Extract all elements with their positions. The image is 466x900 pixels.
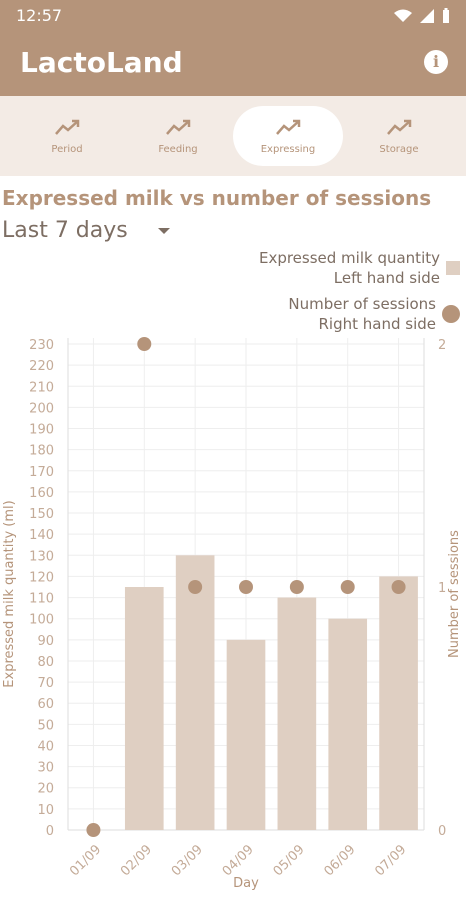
y-tick-label: 40 [37,739,54,754]
legend-sublabel: Right hand side [318,315,437,333]
legend-swatch-dot [442,305,460,323]
y-tick-label: 210 [29,380,54,395]
y-tick-label: 10 [37,803,54,818]
info-icon[interactable]: i [424,50,448,74]
signal-icon [420,9,434,23]
y2-tick-label: 2 [438,338,446,353]
trend-icon [55,119,80,135]
y-tick-label: 70 [37,676,54,691]
y-tick-label: 0 [46,824,54,839]
y-tick-label: 180 [29,444,54,459]
bar [226,639,266,830]
x-tick-label: 03/09 [169,842,206,879]
y-tick-label: 220 [29,359,54,374]
tab-bar: Period Feeding Expressing Storage [0,96,466,176]
trend-icon [387,119,412,135]
bar [277,597,317,830]
battery-icon [443,8,449,23]
bar [379,576,418,830]
chart-plot: 0102030405060708090100110120130140150160… [2,337,462,891]
y-tick-label: 160 [29,486,54,501]
legend-item-milk: Expressed milk quantity Left hand side [259,248,460,288]
y-tick-label: 80 [37,655,54,670]
tab-label: Period [51,144,83,155]
y2-tick-label: 0 [438,824,446,839]
tab-feeding[interactable]: Feeding [123,106,233,166]
session-dot [86,823,101,837]
wifi-icon [394,9,412,22]
x-tick-label: 05/09 [271,842,308,879]
x-tick-label: 01/09 [67,842,104,879]
app-title: LactoLand [20,46,183,79]
status-time: 12:57 [16,6,63,25]
tab-label: Expressing [260,144,316,155]
y-tick-label: 120 [29,570,54,585]
y-tick-label: 90 [37,634,54,649]
legend-item-sessions: Number of sessions Right hand side [259,294,460,334]
legend-sublabel: Left hand side [333,269,440,287]
session-dot [391,580,406,594]
trend-icon [166,119,191,135]
bar [328,618,368,830]
range-value: Last 7 days [2,218,128,243]
session-dot [188,580,203,594]
chart-title: Expressed milk vs number of sessions [2,186,432,210]
y2-axis-label: Number of sessions [447,530,462,658]
trend-icon [276,119,301,135]
x-axis-label: Day [233,876,259,891]
tab-storage[interactable]: Storage [344,106,454,166]
x-tick-label: 06/09 [321,842,358,879]
y-tick-label: 100 [29,613,54,628]
x-tick-label: 04/09 [220,842,257,879]
y-tick-label: 140 [29,528,54,543]
session-dot [289,580,304,594]
y-tick-label: 130 [29,549,54,564]
legend-label: Expressed milk quantity [258,249,440,267]
tab-expressing[interactable]: Expressing [233,106,343,166]
bar [175,555,215,830]
y-tick-label: 20 [37,782,54,797]
y-tick-label: 30 [37,761,54,776]
app-bar: LactoLand i [0,30,466,96]
session-dot [340,580,355,594]
y-tick-label: 200 [29,401,54,416]
status-bar: 12:57 [0,0,466,30]
legend-label: Number of sessions [288,295,436,313]
y-tick-label: 110 [29,592,54,607]
legend-swatch-bar [446,261,460,275]
y-tick-label: 60 [37,697,54,712]
y-tick-label: 50 [37,718,54,733]
y-tick-label: 190 [29,423,54,438]
session-dot [239,580,253,594]
y-tick-label: 170 [29,465,54,480]
session-dot [137,337,152,351]
status-icons [394,8,450,24]
chevron-down-icon [157,227,170,234]
x-tick-label: 02/09 [118,842,155,879]
x-tick-label: 07/09 [372,842,409,879]
y-tick-label: 150 [29,507,54,522]
chart-legend: Expressed milk quantity Left hand side N… [259,248,460,340]
tab-label: Storage [379,144,419,155]
y-tick-label: 230 [29,338,54,353]
tab-period[interactable]: Period [12,106,122,166]
range-dropdown[interactable]: Last 7 days [2,218,170,243]
y2-tick-label: 1 [438,581,446,596]
bar [124,587,164,830]
y-axis-label: Expressed milk quantity (ml) [2,500,17,687]
tab-label: Feeding [158,144,198,155]
